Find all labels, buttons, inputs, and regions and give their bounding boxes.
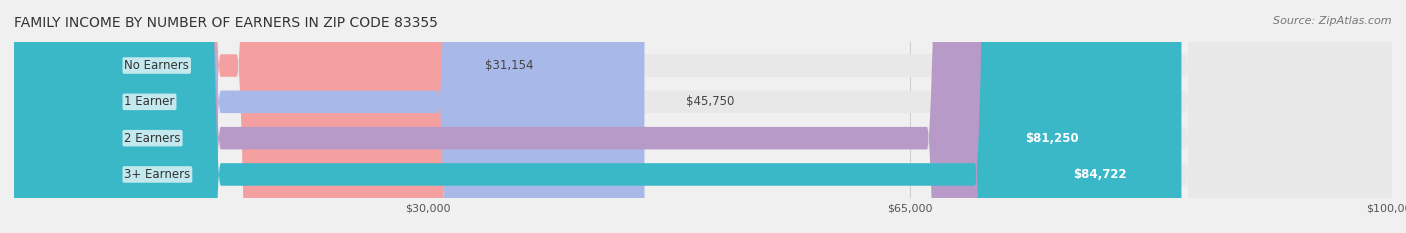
Text: No Earners: No Earners [124,59,190,72]
Text: 2 Earners: 2 Earners [124,132,181,145]
FancyBboxPatch shape [14,0,1181,233]
FancyBboxPatch shape [14,0,443,233]
FancyBboxPatch shape [14,0,1392,233]
FancyBboxPatch shape [14,0,1133,233]
Text: FAMILY INCOME BY NUMBER OF EARNERS IN ZIP CODE 83355: FAMILY INCOME BY NUMBER OF EARNERS IN ZI… [14,16,437,30]
Text: 3+ Earners: 3+ Earners [124,168,191,181]
FancyBboxPatch shape [14,0,1392,233]
FancyBboxPatch shape [14,0,1392,233]
Text: $45,750: $45,750 [686,95,734,108]
FancyBboxPatch shape [14,0,1392,233]
Text: $84,722: $84,722 [1073,168,1126,181]
FancyBboxPatch shape [14,0,644,233]
Text: Source: ZipAtlas.com: Source: ZipAtlas.com [1274,16,1392,26]
Text: 1 Earner: 1 Earner [124,95,174,108]
Text: $81,250: $81,250 [1025,132,1078,145]
Text: $31,154: $31,154 [485,59,533,72]
